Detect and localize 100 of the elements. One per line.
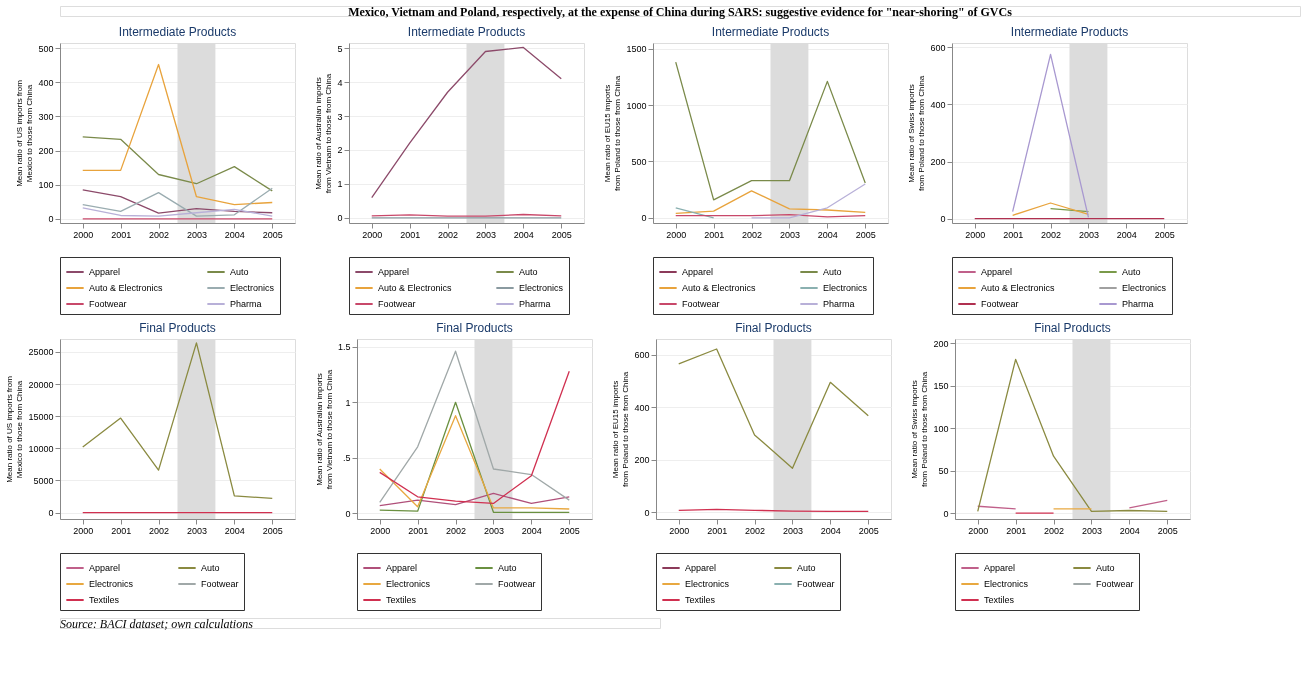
x-tick-label: 2002: [1044, 525, 1065, 536]
x-tick-label: 2005: [858, 525, 879, 536]
text: Mexico, Vietnam and Poland, respectively, at the expense of China during SARS: suggestive evidence for "near-shoring" of GVCs: [348, 5, 1013, 19]
x-tick-label: 2002: [446, 525, 467, 536]
y-tick-label: 500: [631, 157, 647, 167]
y-tick-label: 0: [48, 214, 54, 225]
line-series: [675, 61, 866, 201]
chart-title: Final Products: [735, 321, 812, 335]
y-tick-label: 2: [337, 145, 343, 156]
x-tick-label: 2005: [262, 525, 283, 536]
y-axis-title: Mean ratio of US imports from Mexico to those from China: [5, 375, 25, 483]
x-tick-label: 2000: [965, 229, 986, 240]
x-tick-label: 2005: [1157, 525, 1178, 536]
y-tick-label: 5: [337, 43, 343, 54]
line-series: [371, 46, 562, 199]
y-axis-title: Mean ratio of Australian imports from Vietnam to those from China: [314, 369, 334, 490]
x-tick-label: 2003: [1078, 229, 1099, 240]
legend-label: Auto & Electronics: [378, 283, 453, 293]
x-tick-label: 2003: [475, 229, 496, 240]
chart-title: Intermediate Products: [1010, 25, 1129, 39]
y-axis-title: Mean ratio of US imports from Mexico to those from China: [15, 79, 35, 187]
y-axis-title: Mean ratio of Australian imports from Vietnam to those from China: [314, 73, 334, 194]
legend-label: Footwear: [498, 579, 536, 589]
x-tick-label: 2001: [400, 229, 421, 240]
y-tick-label: 10000: [28, 443, 54, 454]
line-series: [678, 348, 869, 469]
y-tick-label: 1: [337, 179, 343, 190]
legend-label: Apparel: [89, 563, 121, 573]
x-tick-label: 2003: [186, 229, 207, 240]
source-note: Source: BACI dataset; own calculations: [60, 617, 254, 631]
x-tick-label: 2002: [438, 229, 459, 240]
line-series: [977, 358, 1168, 513]
y-tick-label: 200: [634, 455, 650, 466]
legend-label: Apparel: [386, 563, 418, 573]
x-tick-label: 2005: [559, 525, 580, 536]
y-tick-label: 0: [337, 213, 343, 224]
x-tick-label: 2000: [370, 525, 391, 536]
legend-label: Textiles: [89, 595, 120, 605]
legend-label: Electronics: [386, 579, 431, 589]
x-tick-label: 2003: [779, 229, 800, 240]
line-series: [82, 207, 273, 217]
x-tick-label: 2000: [666, 229, 687, 240]
legend-label: Auto & Electronics: [981, 283, 1056, 293]
y-tick-label: 1500: [626, 44, 647, 55]
x-tick-label: 2002: [1041, 229, 1062, 240]
line-series: [82, 342, 273, 500]
x-tick-label: 2001: [704, 229, 725, 240]
legend-label: Electronics: [89, 579, 134, 589]
y-axis-title: Mean ratio of EU15 imports from Poland to those from China: [603, 75, 623, 192]
line-series: [379, 492, 570, 507]
line-series: [82, 63, 273, 206]
legend-label: Auto & Electronics: [89, 283, 164, 293]
legend-label: Auto & Electronics: [682, 283, 757, 293]
x-tick-label: 2003: [782, 525, 803, 536]
legend-label: Apparel: [981, 267, 1013, 277]
x-tick-label: 2005: [262, 229, 283, 240]
x-tick-label: 2001: [408, 525, 429, 536]
chart-title: Intermediate Products: [407, 25, 526, 39]
legend-label: Textiles: [386, 595, 417, 605]
legend-label: Apparel: [682, 267, 714, 277]
legend-label: Electronics: [685, 579, 730, 589]
y-tick-label: 0: [345, 508, 351, 519]
legend-label: Electronics: [230, 283, 275, 293]
legend-label: Auto: [823, 267, 842, 277]
y-tick-label: 400: [634, 402, 650, 413]
legend-label: Apparel: [685, 563, 717, 573]
x-tick-label: 2002: [745, 525, 766, 536]
y-axis-title: Mean ratio of Swiss imports from Poland to those from China: [910, 371, 930, 488]
legend-label: Footwear: [1096, 579, 1134, 589]
x-tick-label: 2000: [73, 229, 94, 240]
line-series: [82, 136, 273, 192]
y-tick-label: 0: [48, 508, 54, 519]
y-tick-label: 200: [930, 157, 946, 168]
x-tick-label: 2000: [362, 229, 383, 240]
legend-label: Auto: [498, 563, 517, 573]
y-tick-label: 0: [940, 214, 946, 225]
y-tick-label: 300: [38, 111, 54, 122]
x-tick-label: 2001: [1003, 229, 1024, 240]
y-tick-label: 0: [641, 213, 647, 224]
y-tick-label: 3: [337, 111, 343, 122]
y-tick-label: 150: [933, 381, 949, 392]
y-axis-title: Mean ratio of EU15 imports from Poland to those from China: [611, 371, 631, 488]
y-tick-label: 20000: [28, 379, 54, 390]
x-tick-label: 2001: [111, 525, 132, 536]
legend-label: Electronics: [1122, 283, 1167, 293]
y-tick-label: 1.5: [337, 342, 351, 353]
legend-label: Pharma: [823, 299, 855, 309]
chart-title: Final Products: [436, 321, 513, 335]
y-tick-label: 0: [943, 508, 949, 519]
legend-label: Footwear: [981, 299, 1019, 309]
legend-label: Footwear: [682, 299, 720, 309]
x-tick-label: 2005: [551, 229, 572, 240]
x-tick-label: 2005: [1154, 229, 1175, 240]
x-tick-label: 2003: [1081, 525, 1102, 536]
legend-label: Apparel: [378, 267, 410, 277]
y-tick-label: 25000: [28, 347, 54, 358]
legend-label: Pharma: [519, 299, 551, 309]
legend-label: Footwear: [201, 579, 239, 589]
x-tick-label: 2002: [742, 229, 763, 240]
legend-label: Auto: [1122, 267, 1141, 277]
